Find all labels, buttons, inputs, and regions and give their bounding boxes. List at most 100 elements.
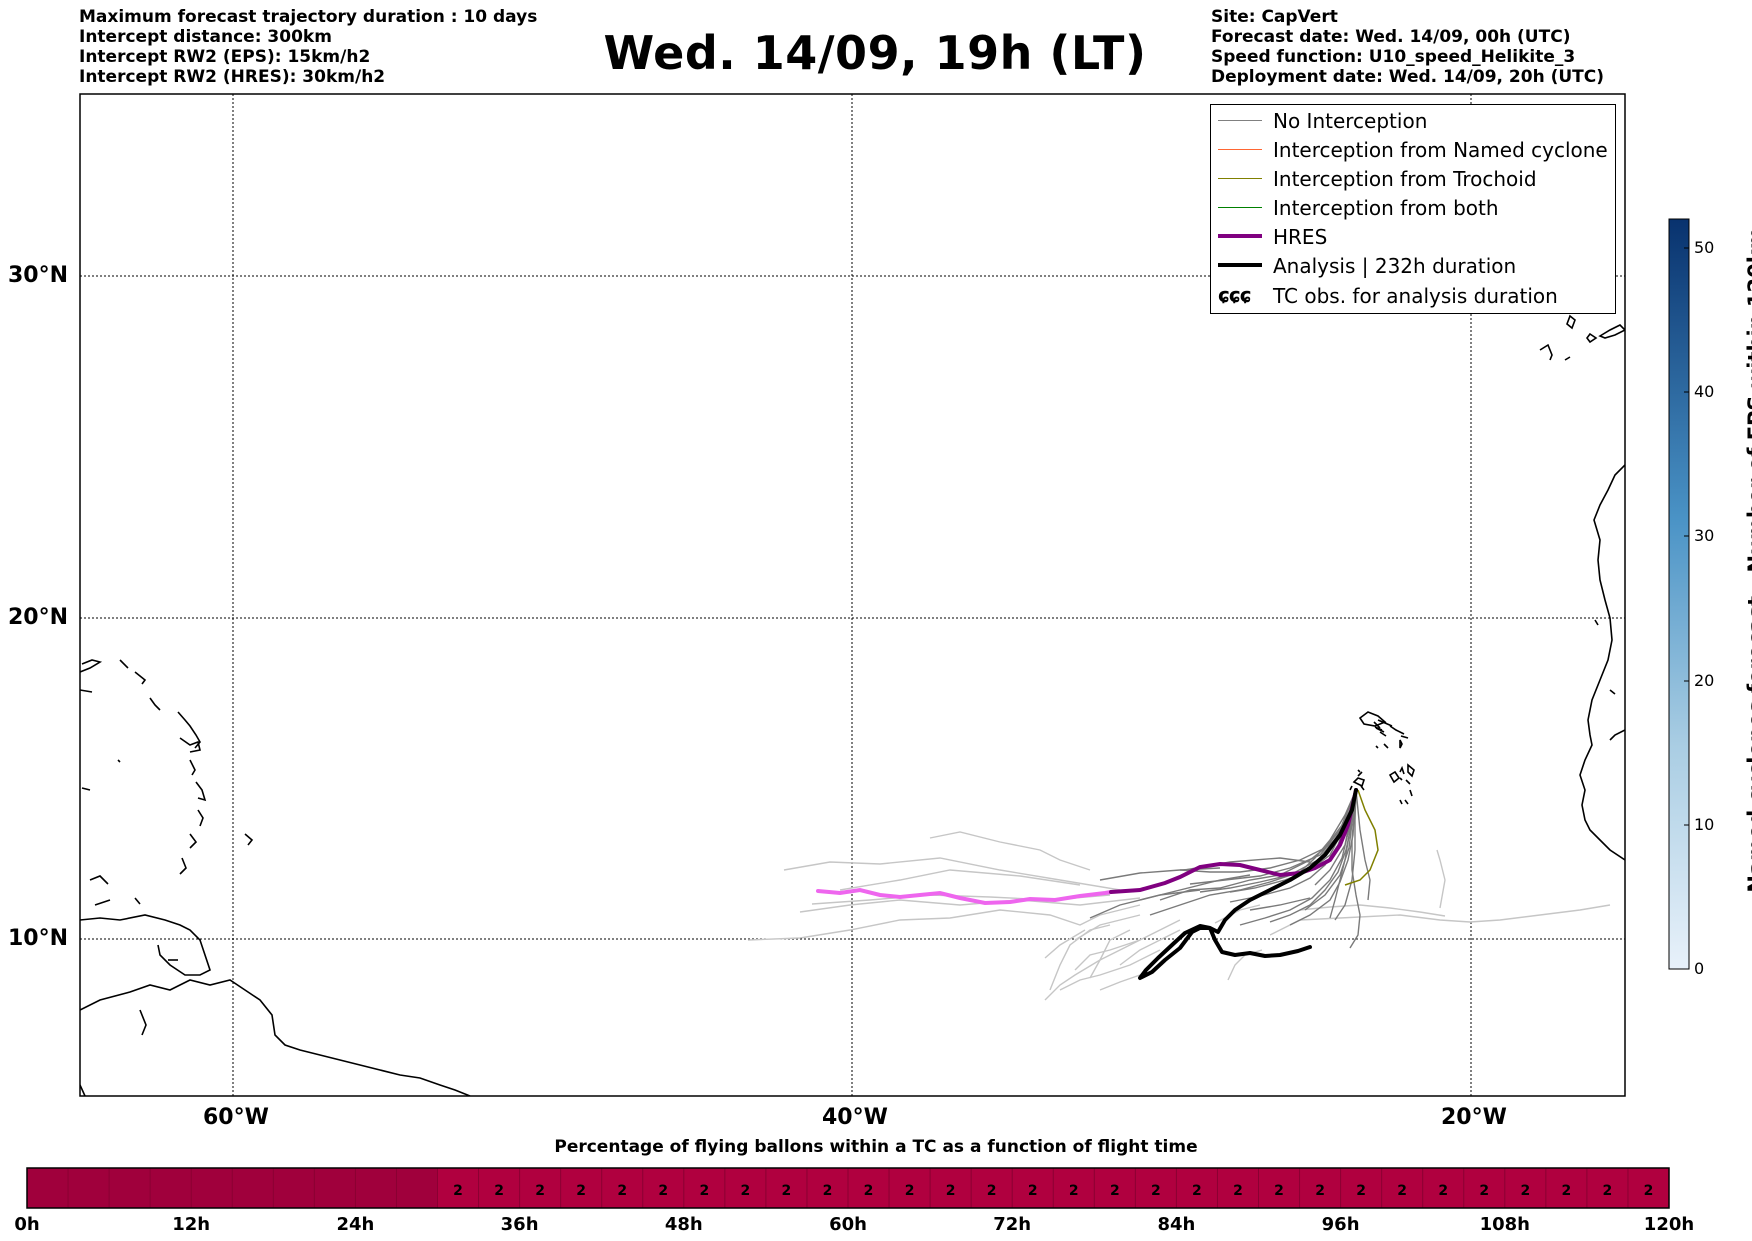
strip-value: 2 — [535, 1183, 545, 1199]
colorbar-tick: 50 — [1694, 238, 1715, 257]
legend-swatch — [1218, 234, 1262, 238]
analysis-trajectory — [1138, 788, 1358, 980]
legend-swatch — [1218, 263, 1262, 267]
strip-value: 2 — [699, 1183, 710, 1199]
strip-title: Percentage of flying ballons within a TC… — [554, 1137, 1198, 1157]
strip-value: 2 — [1520, 1183, 1531, 1199]
colorbar-tick: 0 — [1694, 959, 1705, 978]
legend-swatch — [1218, 149, 1262, 150]
hres-trajectory — [816, 788, 1358, 906]
legend-label: Interception from Trochoid — [1273, 167, 1537, 191]
strip-value: 2 — [1561, 1183, 1572, 1199]
legend-swatch — [1218, 120, 1262, 121]
strip-value: 2 — [1643, 1183, 1654, 1199]
legend-item-analysis: Analysis | 232h duration — [1211, 251, 1615, 280]
legend: No Interception Interception from Named … — [1210, 104, 1616, 314]
legend-item-named-cyclone: Interception from Named cyclone — [1211, 135, 1615, 164]
strip-value: 2 — [1274, 1183, 1284, 1199]
legend-label: No Interception — [1273, 109, 1428, 133]
strip-value: 2 — [822, 1183, 833, 1199]
legend-label: HRES — [1273, 225, 1328, 249]
map-gridlines — [80, 94, 1625, 1096]
lon-label-40w: 40°W — [822, 1105, 888, 1130]
strip-value: 2 — [453, 1183, 463, 1199]
strip-tick-label: 12h — [172, 1214, 211, 1235]
colorbar — [1668, 218, 1690, 970]
colorbar-label: Named cyclones forecast - Number of EPS … — [1744, 227, 1752, 893]
eps-trajectories-light — [747, 831, 1611, 1001]
strip-value: 2 — [986, 1183, 997, 1199]
strip-tick-label: 108h — [1479, 1214, 1530, 1235]
site-text: Site: CapVert — [1211, 7, 1338, 27]
strip-value: 2 — [1151, 1183, 1161, 1199]
legend-item-both: Interception from both — [1211, 193, 1615, 222]
strip-value: 2 — [1438, 1183, 1449, 1199]
strip-value: 2 — [1109, 1183, 1120, 1199]
intercept-rw2-hres-text: Intercept RW2 (HRES): 30km/h2 — [79, 67, 386, 87]
strip-value: 2 — [1315, 1183, 1325, 1199]
strip-value: 2 — [904, 1183, 915, 1199]
legend-item-tc-obs: ɕɕɕ TC obs. for analysis duration — [1211, 281, 1615, 310]
trochoid-interception-trajectory — [1344, 789, 1379, 886]
strip-tick-label: 48h — [664, 1214, 703, 1235]
eps-trajectories-no-interception — [1089, 789, 1371, 949]
strip-value: 2 — [576, 1183, 587, 1199]
strip-value: 2 — [494, 1183, 504, 1199]
strip-value: 2 — [1479, 1183, 1490, 1199]
legend-item-hres: HRES — [1211, 222, 1615, 251]
strip-value: 2 — [1602, 1183, 1613, 1199]
speed-function-text: Speed function: U10_speed_Helikite_3 — [1211, 47, 1576, 67]
strip-tick-label: 96h — [1321, 1214, 1360, 1235]
map-frame — [79, 93, 1626, 1097]
strip-tick-label: 0h — [14, 1214, 40, 1235]
lon-label-60w: 60°W — [203, 1105, 269, 1130]
legend-item-trochoid: Interception from Trochoid — [1211, 164, 1615, 193]
colorbar-tick: 20 — [1694, 671, 1715, 690]
strip-value: 2 — [1233, 1183, 1243, 1199]
strip-tick-label: 36h — [500, 1214, 539, 1235]
page-title: Wed. 14/09, 19h (LT) — [0, 26, 1752, 80]
strip-value: 2 — [1192, 1183, 1202, 1199]
lat-label-10n: 10°N — [8, 926, 69, 951]
header-left-info: Maximum forecast trajectory duration : 1… — [79, 7, 537, 87]
strip-value: 2 — [1027, 1183, 1038, 1199]
deployment-date-text: Deployment date: Wed. 14/09, 20h (UTC) — [1211, 67, 1605, 87]
lon-label-20w: 20°W — [1441, 1105, 1507, 1130]
legend-swatch — [1218, 178, 1262, 179]
strip-tick-label: 72h — [993, 1214, 1032, 1235]
strip-value: 2 — [658, 1183, 669, 1199]
strip-value: 2 — [781, 1183, 792, 1199]
strip-tick-label: 60h — [829, 1214, 867, 1235]
strip-value: 2 — [617, 1183, 628, 1199]
legend-swatch — [1218, 207, 1262, 208]
title-text: Wed. 14/09, 19h (LT) — [603, 26, 1147, 80]
intercept-distance-text: Intercept distance: 300km — [79, 27, 332, 47]
strip-value: 2 — [1397, 1183, 1408, 1199]
lat-label-20n: 20°N — [8, 605, 69, 630]
forecast-date-text: Forecast date: Wed. 14/09, 00h (UTC) — [1211, 27, 1571, 47]
legend-label: Analysis | 232h duration — [1273, 254, 1517, 278]
tc-percentage-strip — [26, 1167, 1670, 1209]
legend-label: Interception from Named cyclone — [1273, 138, 1608, 162]
legend-label: TC obs. for analysis duration — [1273, 284, 1558, 308]
legend-label: Interception from both — [1273, 196, 1499, 220]
strip-value: 2 — [1068, 1183, 1079, 1199]
strip-value: 2 — [740, 1183, 751, 1199]
coastline — [80, 314, 1625, 1096]
intercept-rw2-eps-text: Intercept RW2 (EPS): 15km/h2 — [79, 47, 371, 67]
strip-value: 2 — [863, 1183, 874, 1199]
strip-tick-label: 24h — [336, 1214, 375, 1235]
colorbar-tick: 30 — [1694, 526, 1715, 545]
strip-tick-label: 84h — [1157, 1214, 1196, 1235]
strip-value: 2 — [1356, 1183, 1366, 1199]
tc-obs-icon: ɕɕɕ — [1218, 283, 1252, 307]
colorbar-tick: 40 — [1694, 382, 1715, 401]
legend-item-no-interception: No Interception — [1211, 106, 1615, 135]
lat-label-30n: 30°N — [8, 263, 69, 288]
colorbar-tick: 10 — [1694, 815, 1715, 834]
header-right-info: Site: CapVert Forecast date: Wed. 14/09,… — [1211, 7, 1604, 87]
strip-tick-label: 120h — [1643, 1214, 1695, 1235]
strip-value: 2 — [945, 1183, 956, 1199]
max-duration-text: Maximum forecast trajectory duration : 1… — [79, 7, 538, 27]
